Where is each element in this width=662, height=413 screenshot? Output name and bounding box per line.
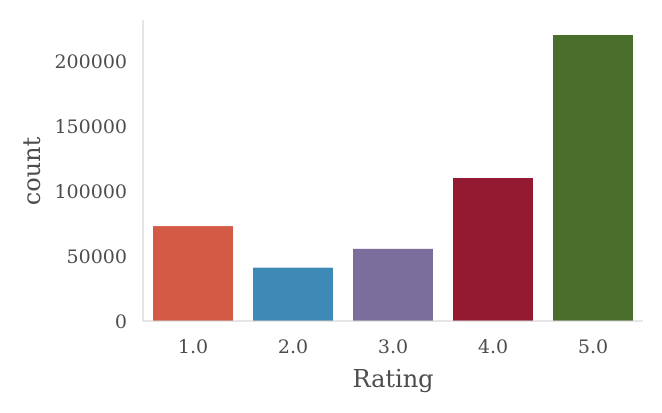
x-axis-title: Rating — [352, 365, 433, 393]
bar-1-0 — [153, 226, 233, 321]
x-axis-ticks: 1.0 2.0 3.0 4.0 5.0 — [178, 336, 608, 358]
bar-4-0 — [453, 178, 533, 321]
y-tick-label: 100000 — [54, 181, 127, 203]
bar-5-0 — [553, 35, 633, 321]
bar-3-0 — [353, 248, 433, 321]
y-tick-label: 50000 — [67, 246, 127, 268]
y-axis-ticks: 0 50000 100000 150000 200000 — [54, 51, 127, 333]
x-tick-label: 3.0 — [378, 336, 408, 358]
y-tick-label: 150000 — [54, 116, 127, 138]
y-tick-label: 200000 — [54, 51, 127, 73]
y-tick-label: 0 — [115, 311, 127, 333]
x-tick-label: 2.0 — [278, 336, 308, 358]
x-tick-label: 5.0 — [578, 336, 608, 358]
y-axis-title: count — [18, 136, 46, 205]
x-tick-label: 1.0 — [178, 336, 208, 358]
bars-layer — [153, 35, 633, 321]
x-tick-label: 4.0 — [478, 336, 508, 358]
bar-2-0 — [253, 267, 333, 321]
